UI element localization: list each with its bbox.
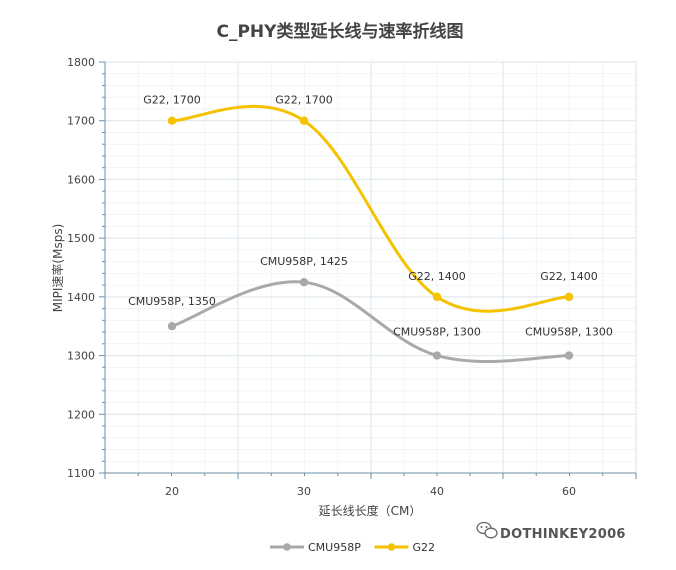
legend-marker bbox=[283, 543, 291, 551]
data-labels: CMU958P, 1350 CMU958P, 1425 CMU958P, 1300 C… bbox=[128, 94, 613, 339]
y-tick-label: 1400 bbox=[67, 291, 95, 304]
data-label: G22, 1400 bbox=[540, 270, 598, 283]
series-layer bbox=[167, 104, 574, 364]
y-tick-label: 1300 bbox=[67, 350, 95, 363]
watermark: DOTHINKEY2006 bbox=[476, 521, 626, 542]
legend-entry: CMU958P bbox=[308, 541, 361, 554]
data-point bbox=[564, 292, 574, 302]
y-tick-label: 1800 bbox=[67, 56, 95, 69]
data-label: CMU958P, 1300 bbox=[393, 326, 481, 339]
y-axis-label: MIPI速率(Msps) bbox=[50, 224, 65, 313]
data-point bbox=[299, 116, 309, 125]
data-point bbox=[432, 351, 442, 360]
watermark-text: DOTHINKEY2006 bbox=[500, 527, 626, 542]
y-tick-label: 1700 bbox=[67, 115, 95, 128]
x-tick-label: 40 bbox=[430, 485, 444, 498]
data-label: G22, 1700 bbox=[275, 94, 333, 107]
data-point bbox=[167, 116, 177, 125]
legend: CMU958P G22 bbox=[270, 541, 435, 554]
series-line-CMU958P bbox=[170, 280, 571, 364]
data-point bbox=[167, 322, 177, 331]
legend-marker bbox=[387, 543, 396, 551]
x-tick-label: 30 bbox=[297, 485, 311, 498]
data-label: CMU958P, 1300 bbox=[525, 326, 613, 339]
data-label: G22, 1700 bbox=[143, 94, 201, 107]
axes: 1100 1200 1300 1400 1500 1600 1700 1800 20 30 40 60 bbox=[67, 56, 637, 498]
data-point bbox=[432, 292, 442, 302]
y-tick-label: 1500 bbox=[67, 232, 95, 245]
y-tick-label: 1100 bbox=[67, 467, 95, 480]
data-point bbox=[564, 351, 574, 360]
data-label: CMU958P, 1350 bbox=[128, 295, 216, 308]
x-axis-label: 延长线长度（CM） bbox=[319, 503, 422, 518]
wechat-icon bbox=[476, 521, 498, 539]
data-point bbox=[299, 277, 309, 287]
gridlines bbox=[104, 61, 637, 474]
data-label: CMU958P, 1425 bbox=[260, 255, 348, 268]
data-label: G22, 1400 bbox=[408, 270, 466, 283]
chart-title: C_PHY类型延长线与速率折线图 bbox=[217, 21, 464, 42]
x-tick-label: 20 bbox=[165, 485, 179, 498]
x-tick-label: 60 bbox=[562, 485, 576, 498]
legend-entry: G22 bbox=[413, 541, 436, 554]
series-line-G22 bbox=[170, 104, 571, 313]
y-tick-label: 1600 bbox=[67, 173, 95, 186]
y-tick-label: 1200 bbox=[67, 408, 95, 421]
